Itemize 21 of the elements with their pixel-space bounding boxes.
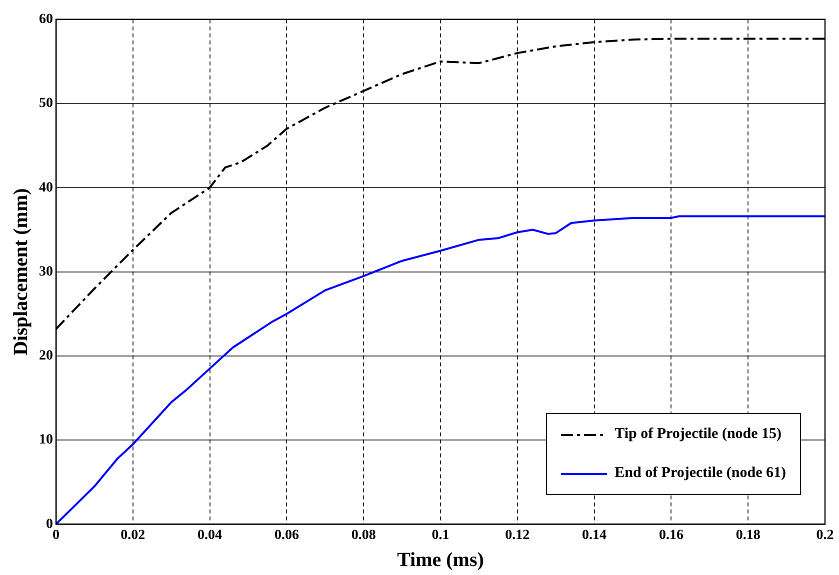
x-tick-label: 0.1 (432, 528, 450, 544)
x-tick-label: 0.14 (582, 528, 607, 544)
y-axis-title: Displacement (mm) (10, 188, 32, 356)
x-tick-label: 0.06 (274, 528, 299, 544)
x-tick-label: 0.04 (198, 528, 222, 544)
x-tick-label: 0.16 (658, 528, 684, 544)
x-tick-label: 0.12 (505, 528, 530, 544)
y-tick-label: 0 (46, 516, 53, 532)
y-tick-label: 40 (39, 180, 53, 196)
legend-label: Tip of Projectile (node 15) (614, 426, 782, 443)
y-tick-label: 30 (39, 264, 53, 280)
x-tick-label: 0.2 (816, 528, 834, 544)
x-tick-label: 0.18 (736, 528, 760, 544)
x-tick-label: 0.08 (351, 528, 376, 544)
x-axis-title: Time (ms) (397, 549, 484, 572)
legend-label: End of Projectile (node 61) (614, 465, 786, 482)
y-tick-label: 10 (39, 432, 53, 448)
y-tick-label: 60 (39, 12, 53, 28)
y-tick-label: 20 (39, 348, 53, 364)
x-tick-label: 0.02 (120, 528, 146, 544)
y-tick-label: 50 (39, 96, 53, 112)
